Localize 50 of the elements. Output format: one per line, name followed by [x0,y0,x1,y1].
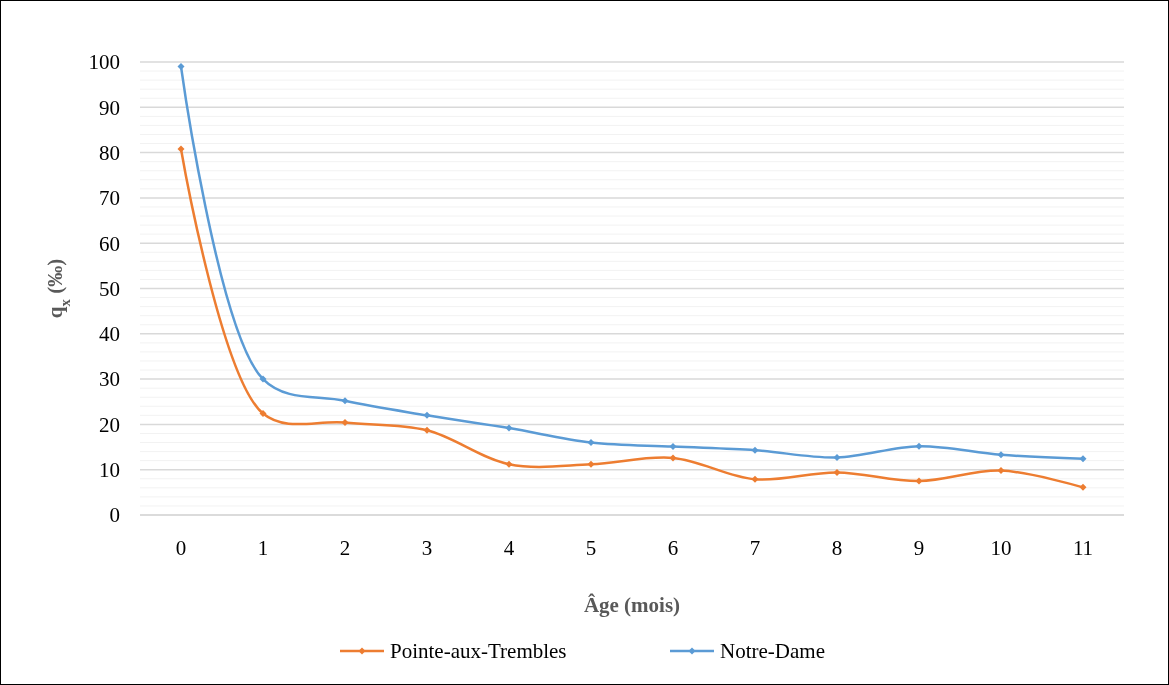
point [997,451,1005,459]
x-tick-label: 0 [175,536,187,560]
point [587,460,595,468]
x-tick-label: 1 [257,536,269,560]
point [423,411,431,419]
point [177,145,185,153]
x-tick-label: 7 [749,536,761,560]
point [833,453,841,461]
x-tick-label: 8 [831,536,843,560]
point [505,424,513,432]
x-tick-label: 3 [421,536,433,560]
y-tick-label: 90 [99,95,120,120]
point [751,446,759,454]
point [1079,455,1087,463]
point [833,468,841,476]
point [669,443,677,451]
y-tick-label: 10 [99,458,120,483]
point [915,477,923,485]
y-tick-label: 0 [109,503,120,528]
x-tick-label: 2 [339,536,351,560]
point [505,460,513,468]
y-tick-label: 100 [88,50,120,75]
legend-label: Pointe-aux-Trembles [390,639,567,664]
x-tick-label: 4 [503,536,515,560]
x-tick-label: 6 [667,536,679,560]
point [751,475,759,483]
x-axis-title: Âge (mois) [583,593,681,617]
point [587,439,595,447]
x-tick-label: 5 [585,536,597,560]
point [259,410,267,418]
y-tick-label: 70 [99,186,120,211]
y-tick-label: 40 [99,322,120,347]
x-tick-label: 10 [990,536,1012,560]
point [423,426,431,434]
y-tick-label: 60 [99,231,120,256]
legend-label: Notre-Dame [720,639,825,664]
point [1079,483,1087,491]
y-tick-label: 80 [99,140,120,165]
y-tick-label: 30 [99,367,120,392]
point [341,397,349,405]
x-tick-label: 11 [1072,536,1094,560]
point [669,454,677,462]
point [997,467,1005,475]
x-tick-label: 9 [913,536,925,560]
point [341,419,349,427]
y-tick-label: 20 [99,412,120,437]
point [177,63,185,71]
point [259,375,267,383]
y-tick-label: 50 [99,276,120,301]
point [915,442,923,450]
